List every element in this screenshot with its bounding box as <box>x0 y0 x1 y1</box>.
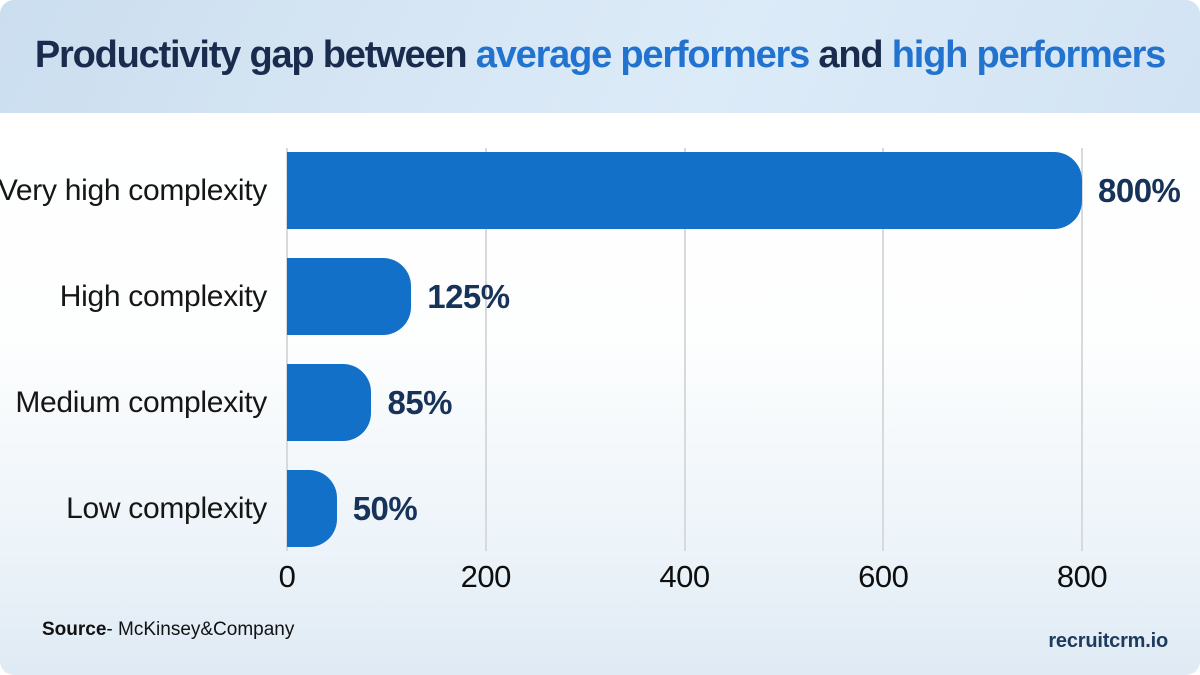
gridline <box>286 148 288 551</box>
source-label: Source <box>42 619 107 640</box>
chart-title: Productivity gap between average perform… <box>34 34 1167 79</box>
bar-low-complexity <box>287 470 337 547</box>
gridline <box>683 148 686 551</box>
title-part-3: and <box>809 34 883 76</box>
bar-row-high-complexity: High complexity 125% <box>0 258 1200 335</box>
header-band: Productivity gap between average perform… <box>0 0 1200 113</box>
category-label: High complexity <box>59 279 268 313</box>
value-label: 125% <box>427 277 510 315</box>
x-tick-label: 200 <box>460 559 512 594</box>
gridline <box>1081 148 1083 551</box>
bar-very-high-complexity <box>287 152 1082 229</box>
category-label: Low complexity <box>66 491 267 525</box>
x-tick-label: 0 <box>278 559 296 594</box>
x-tick-label: 600 <box>858 559 909 594</box>
x-tick-label: 800 <box>1056 559 1108 594</box>
x-tick-label: 400 <box>659 559 710 594</box>
bar-high-complexity <box>287 258 412 335</box>
x-axis: 0 200 400 600 800 <box>0 559 1200 595</box>
value-label: 800% <box>1098 171 1181 209</box>
value-label: 85% <box>387 383 453 421</box>
category-label: Medium complexity <box>15 385 267 419</box>
bar-chart: Very high complexity 800% High complexit… <box>0 148 1200 551</box>
title-part-1: Productivity gap between <box>34 34 468 76</box>
title-part-2: average performers <box>466 34 810 76</box>
bar-row-medium-complexity: Medium complexity 85% <box>0 364 1200 441</box>
source-text: - McKinsey&Company <box>106 619 295 640</box>
bar-row-low-complexity: Low complexity 50% <box>0 470 1200 547</box>
source-note: Source- McKinsey&Company <box>42 619 294 641</box>
bar-row-very-high-complexity: Very high complexity 800% <box>0 152 1200 229</box>
bar-medium-complexity <box>287 364 372 441</box>
gridline <box>882 148 885 551</box>
brand-logo-text: recruitcrm.io <box>1048 630 1168 652</box>
title-part-4: high performers <box>882 34 1167 76</box>
gridline <box>484 148 487 551</box>
category-label: Very high complexity <box>0 173 267 207</box>
value-label: 50% <box>352 489 418 527</box>
